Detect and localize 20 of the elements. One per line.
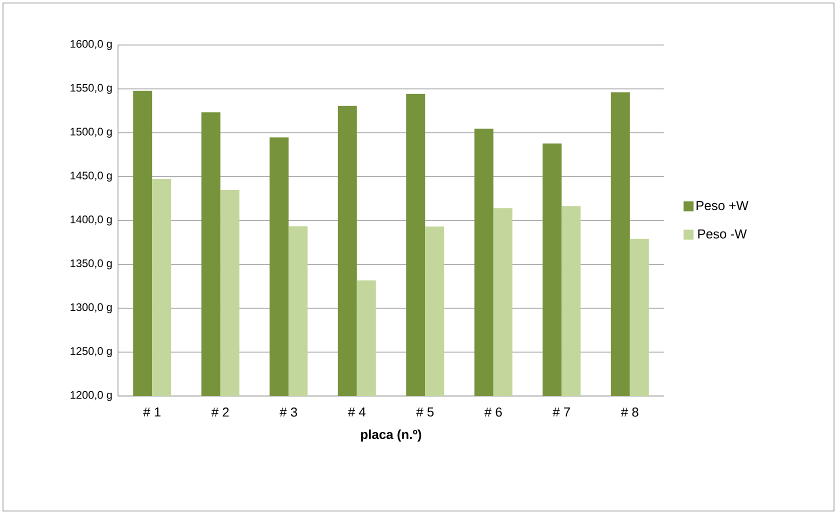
y-tick-label: 1200,0 g bbox=[70, 391, 112, 401]
y-tick-label: 1250,0 g bbox=[70, 347, 112, 358]
x-tick-label: # 1 bbox=[143, 408, 160, 416]
x-tick-label: # 7 bbox=[552, 408, 570, 416]
x-tick-label: # 4 bbox=[348, 408, 366, 416]
legend-label: Peso +W bbox=[696, 201, 748, 210]
y-tick-label: 1550,0 g bbox=[70, 84, 112, 94]
legend-label: Peso -W bbox=[698, 229, 747, 239]
y-tick-label: 1600,0 g bbox=[70, 40, 112, 50]
x-tick-label: # 6 bbox=[484, 408, 502, 417]
y-tick-label: 1500,0 g bbox=[70, 128, 112, 138]
y-tick-label: 1400,0 g bbox=[70, 216, 112, 226]
y-tick-label: 1300,0 g bbox=[70, 303, 112, 314]
x-tick-label: # 8 bbox=[620, 408, 638, 417]
x-tick-label: # 5 bbox=[416, 408, 434, 417]
x-tick-label: # 3 bbox=[280, 408, 298, 417]
x-tick-label: # 2 bbox=[211, 408, 229, 417]
y-tick-label: 1350,0 g bbox=[70, 259, 112, 270]
y-tick-label: 1450,0 g bbox=[70, 172, 112, 182]
x-axis-title: placa (n.º) bbox=[361, 430, 422, 442]
